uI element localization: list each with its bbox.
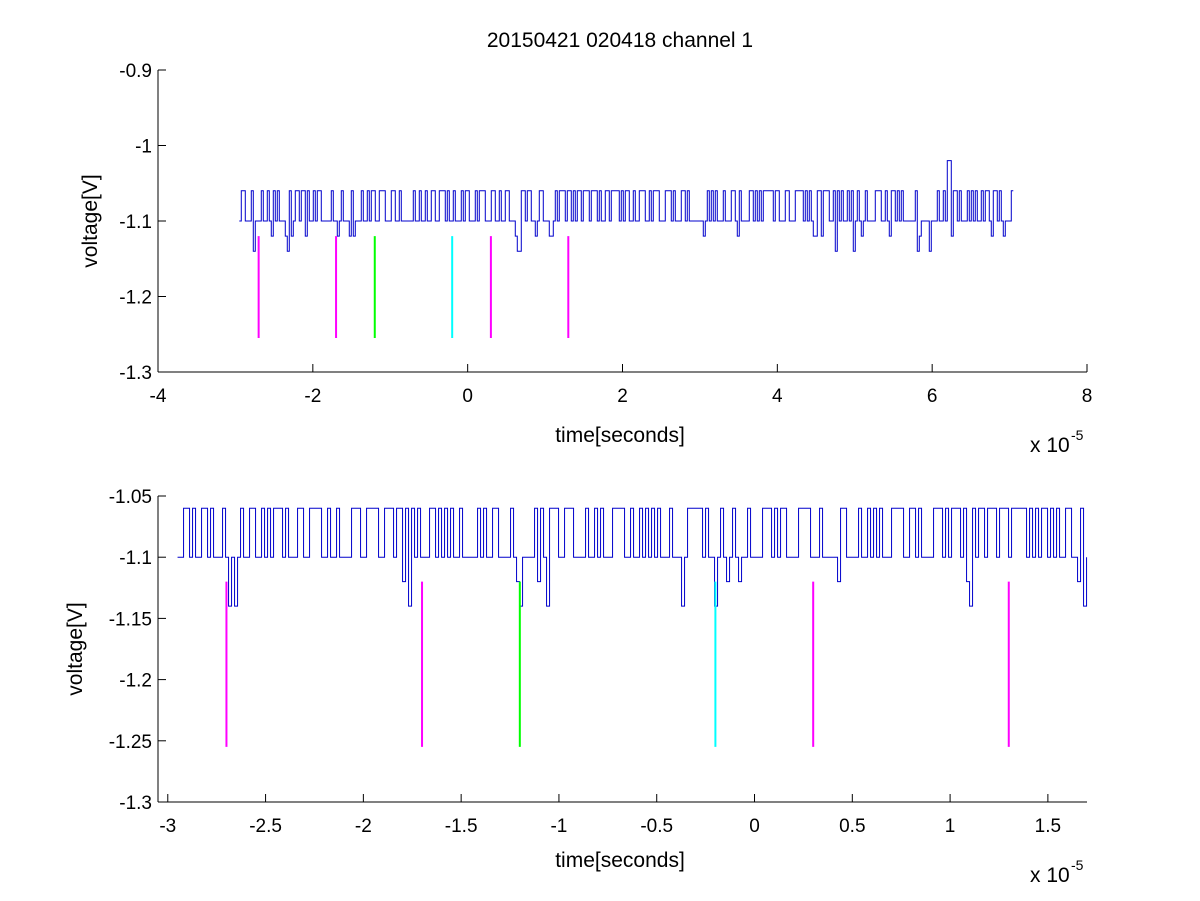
y-tick-label: -1.3 — [119, 793, 152, 814]
y-tick-label: -1.2 — [119, 671, 152, 692]
x-tick-label: -2.5 — [249, 816, 282, 837]
y-tick-label: -1.2 — [119, 288, 152, 309]
y-tick-label: -1.1 — [119, 212, 152, 233]
y-tick-label: -1.05 — [109, 487, 152, 508]
x-tick-label: -0.5 — [640, 816, 673, 837]
x-exponent-power: -5 — [1071, 427, 1084, 443]
x-exponent-base: x 10 — [1030, 434, 1070, 457]
x-tick-label: -4 — [150, 386, 167, 407]
y-tick-label: -1.25 — [109, 732, 152, 753]
x-tick-label: 1 — [945, 816, 956, 837]
x-tick-label: 2 — [617, 386, 628, 407]
x-exponent-base: x 10 — [1030, 864, 1070, 887]
x-tick-label: -1.5 — [445, 816, 478, 837]
x-axis-label: time[seconds] — [555, 849, 685, 872]
y-axis-label: voltage[V] — [64, 602, 87, 695]
x-tick-label: 0.5 — [839, 816, 865, 837]
x-tick-label: 4 — [772, 386, 783, 407]
y-tick-label: -1.3 — [119, 363, 152, 384]
x-tick-label: 1.5 — [1035, 816, 1061, 837]
y-tick-label: -1.1 — [119, 548, 152, 569]
x-tick-label: 8 — [1082, 386, 1093, 407]
top-plot: -4 -2 0 2 4 6 8 -0.9 -1 -1.1 -1.2 -1.3 time[seconds]… — [79, 61, 1092, 457]
signal-trace — [239, 160, 1014, 252]
y-tick-label: -0.9 — [119, 61, 152, 82]
x-tick-label: 0 — [462, 386, 473, 407]
x-tick-label: -2 — [355, 816, 372, 837]
chart-title: 20150421 020418 channel 1 — [487, 29, 753, 52]
x-axis-label: time[seconds] — [555, 424, 685, 447]
x-exponent-power: -5 — [1071, 857, 1084, 873]
y-axis-label: voltage[V] — [79, 174, 102, 267]
x-tick-label: -1 — [550, 816, 567, 837]
x-tick-label: 6 — [927, 386, 938, 407]
x-tick-label: 0 — [749, 816, 760, 837]
x-tick-label: -2 — [304, 386, 321, 407]
x-tick-label: -3 — [159, 816, 176, 837]
bottom-plot: -3 -2.5 -2 -1.5 -1 -0.5 0 0.5 1 1.5 -1.05 -1.1 -1.15… — [64, 487, 1088, 887]
signal-trace — [177, 507, 1088, 607]
y-tick-label: -1.15 — [109, 609, 152, 630]
y-tick-label: -1 — [135, 137, 152, 158]
